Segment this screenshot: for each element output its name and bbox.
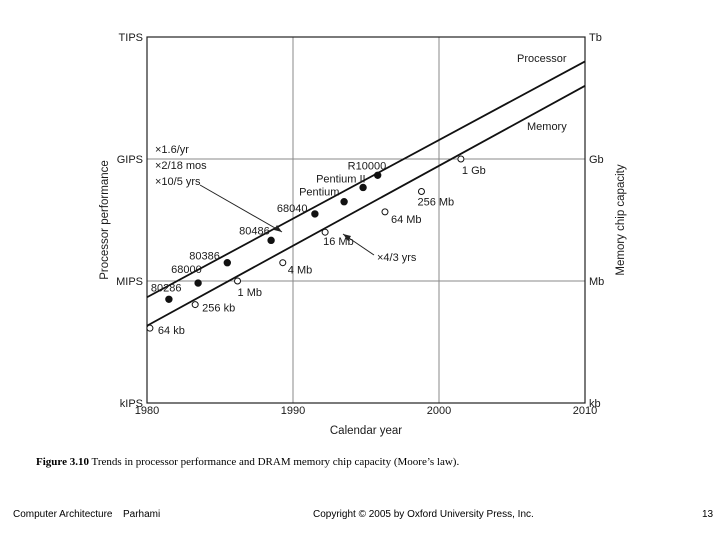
processor-point-68000 [194, 279, 202, 287]
footer-course: Computer Architecture [13, 509, 113, 520]
x-tick-label-1980: 1980 [135, 405, 159, 417]
left-axis-title: Processor performance [99, 160, 111, 280]
moores-law-chart: 1980 1990 2000 2010 kIPS MIPS GIPS TIPS kb Mb Gb Tb… [99, 32, 627, 437]
x-tick-label-1990: 1990 [281, 405, 305, 417]
footer-copyright: Copyright © 2005 by Oxford University Pr… [313, 509, 534, 520]
footer-page-number: 13 [702, 509, 714, 520]
x-tick-label-2000: 2000 [427, 405, 451, 417]
memory-point-256-mb [417, 188, 425, 196]
x-tick-label-2010: 2010 [573, 405, 597, 417]
processor-rate-arrowhead [274, 225, 282, 232]
left-tick-label-MIPS: MIPS [116, 276, 143, 288]
figure-label: Figure 3.10 [36, 456, 89, 468]
figure-caption-text: Trends in processor performance and DRAM… [91, 456, 460, 468]
left-tick-label-GIPS: GIPS [117, 154, 143, 166]
processor-rate-3: ×10/5 yrs [155, 176, 201, 188]
processor-point-80486 [267, 236, 275, 245]
axis-ticks: 1980 1990 2000 2010 kIPS MIPS GIPS TIPS kb Mb Gb Tb [116, 32, 604, 417]
figure-caption: Figure 3.10 Trends in processor performa… [36, 456, 459, 468]
memory-point-label-4-mb: 4 Mb [288, 265, 312, 277]
processor-point-label-pentium-ii: Pentium II [316, 173, 366, 185]
grid [147, 37, 585, 403]
annotations: ×1.6/yr ×2/18 mos ×10/5 yrs ×4/3 yrs [155, 144, 417, 264]
processor-rate-arrow [199, 184, 283, 233]
right-tick-label-Tb: Tb [589, 32, 602, 44]
processor-series-label: Processor [517, 53, 567, 65]
processor-point-r10000 [373, 171, 382, 179]
right-tick-label-Mb: Mb [589, 276, 604, 288]
processor-point-80386 [223, 259, 232, 267]
processor-point-label-80286: 80286 [151, 282, 182, 294]
plot-frame [146, 36, 586, 404]
memory-point-256-kb [191, 301, 199, 309]
right-tick-label-Gb: Gb [589, 154, 604, 166]
memory-point-label-16-mb: 16 Mb [323, 236, 354, 248]
memory-point-1-mb [234, 277, 242, 285]
left-tick-label-kIPS: kIPS [120, 398, 143, 410]
processor-point-68040 [311, 210, 319, 218]
memory-point-label-256-mb: 256 Mb [417, 197, 454, 209]
processor-rate-2: ×2/18 mos [155, 160, 207, 172]
memory-point-1-gb [457, 155, 465, 163]
memory-series-label: Memory [527, 121, 567, 133]
memory-point-4-mb [279, 259, 287, 267]
left-tick-label-TIPS: TIPS [119, 32, 143, 44]
memory-point-label-64-mb: 64 Mb [391, 214, 422, 226]
processor-point-label-68040: 68040 [277, 203, 308, 215]
footer-author: Parhami [123, 509, 161, 520]
processor-point-label-r10000: R10000 [348, 160, 387, 172]
processor-point-label-80486: 80486 [239, 225, 270, 237]
memory-rate-arrowhead [343, 234, 351, 241]
memory-point-16-mb [321, 228, 329, 236]
memory-point-label-1-mb: 1 Mb [238, 287, 262, 299]
processor-point-label-pentium: Pentium [299, 187, 339, 199]
memory-point-64-kb [146, 324, 154, 332]
memory-point-label-64-kb: 64 kb [158, 325, 185, 337]
memory-point-label-1-gb: 1 Gb [462, 165, 486, 177]
processor-point-pentium-ii [359, 183, 367, 192]
processor-trend-line [146, 60, 586, 299]
processor-rate-1: ×1.6/yr [155, 144, 189, 156]
processor-point-label-80386: 80386 [189, 251, 220, 263]
right-tick-label-kb: kb [589, 398, 601, 410]
memory-trend-line [146, 85, 586, 327]
right-axis-title: Memory chip capacity [615, 164, 627, 275]
memory-rate: ×4/3 yrs [377, 252, 417, 264]
x-axis-title: Calendar year [330, 425, 402, 437]
memory-point-label-256-kb: 256 kb [202, 303, 235, 315]
processor-point-pentium [340, 198, 348, 206]
memory-point-64-mb [381, 208, 389, 216]
processor-point-label-68000: 68000 [171, 264, 202, 276]
processor-point-80286 [165, 295, 173, 303]
